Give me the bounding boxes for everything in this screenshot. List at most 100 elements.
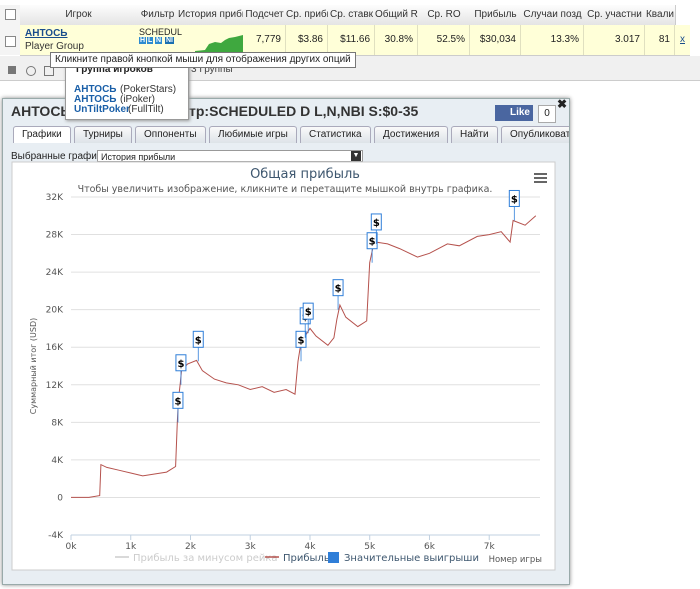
x-tick-label: 3k (245, 542, 257, 552)
filter-badge: NI (165, 37, 174, 44)
tab[interactable]: Статистика (300, 126, 371, 143)
sparkline (195, 35, 243, 52)
filter-text: SCHEDUL (139, 27, 183, 37)
flag-label: $ (195, 335, 202, 346)
checkbox[interactable] (5, 36, 16, 47)
chart-frame (11, 161, 556, 571)
filter-badge: N (155, 37, 163, 44)
menu-icon[interactable] (534, 173, 547, 183)
table-cell: 7,779 (243, 25, 286, 55)
y-tick-label: 16K (46, 343, 64, 353)
x-tick-label: 6k (424, 542, 436, 552)
close-icon[interactable]: ✖ (557, 98, 568, 111)
remove-link[interactable]: x (680, 34, 685, 45)
player-group: Player Group (25, 41, 84, 52)
menu-item-site: (FullTilt) (128, 104, 164, 115)
dialog-title: тр:SCHEDULED D L,N,NBI S:$0-35 (189, 103, 419, 119)
column-header: Общий ROI (375, 5, 419, 25)
table-cell: $3.86 (286, 25, 328, 55)
like-button[interactable]: Like (495, 105, 533, 121)
column-header: Подсчет (243, 5, 287, 25)
flag (332, 279, 344, 297)
flag-label: $ (511, 194, 518, 205)
column-header: Фильтр (137, 5, 179, 25)
flag (508, 189, 520, 207)
tab[interactable]: Любимые игры (209, 126, 297, 143)
legend-symbol (328, 552, 339, 563)
like-count: 0 (538, 105, 556, 123)
y-tick-label: 20K (46, 306, 64, 316)
column-header: Ср. ставк (328, 5, 376, 25)
column-header: Ср. прибы (286, 5, 329, 25)
flag (172, 391, 184, 409)
column-header: Квали (645, 5, 676, 25)
x-tick-label: 0k (66, 542, 78, 552)
y-tick-label: 28K (46, 231, 64, 241)
column-header: История прибы (178, 5, 244, 25)
flag (366, 232, 378, 250)
tab[interactable]: Достижения (374, 126, 449, 143)
legend-label[interactable]: Значительные выигрыши (344, 553, 479, 564)
player-name[interactable]: АНТОСЬ (25, 28, 68, 39)
y-tick-label: 0 (57, 493, 63, 503)
flag-label: $ (305, 307, 312, 318)
x-axis-label: Номер игры (489, 555, 542, 565)
legend-label[interactable]: Прибыль (283, 553, 330, 564)
y-tick-label: 24K (46, 268, 64, 278)
table-cell: 3.017 (584, 25, 645, 55)
x-tick-label: 4k (305, 542, 317, 552)
flag-label: $ (369, 237, 376, 248)
flag (302, 302, 314, 320)
x-tick-label: 1k (125, 542, 137, 552)
tab[interactable]: Опубликовать (501, 126, 569, 143)
flag (295, 330, 307, 348)
toolbar-icon[interactable] (26, 66, 36, 76)
column-header: Ср. RO (418, 5, 471, 25)
menu-item-name[interactable]: UnTiltPoker (74, 104, 130, 115)
tab[interactable]: Найти (451, 126, 498, 143)
checkbox[interactable] (5, 9, 16, 20)
y-tick-label: 8K (51, 418, 64, 428)
column-header: Ср. участни (584, 5, 646, 25)
toolbar-icon[interactable] (8, 66, 16, 74)
y-tick-label: 32K (46, 193, 64, 203)
menu-item-name[interactable]: АНТОСЬ (74, 94, 117, 105)
tab[interactable]: Графики (13, 126, 71, 143)
filter-badge: L (147, 37, 154, 44)
tab[interactable]: Турниры (74, 126, 132, 143)
y-tick-label: 4K (51, 456, 64, 466)
select-arrow[interactable]: ▼ (351, 151, 361, 161)
flag (192, 330, 204, 348)
y-tick-label: -4K (48, 531, 64, 541)
tab[interactable]: Оппоненты (135, 126, 206, 143)
menu-title: Группа игроков (76, 64, 153, 75)
table-cell: $11.66 (328, 25, 375, 55)
flag (370, 213, 382, 231)
x-tick-label: 5k (364, 542, 376, 552)
flag-label: $ (177, 359, 184, 370)
menu-item-site: (iPoker) (120, 94, 156, 105)
column-header: Игрок (20, 5, 138, 25)
table-cell: 81 (645, 25, 675, 55)
flag-label: $ (174, 396, 181, 407)
legend-label[interactable]: Прибыль за минусом рейка (133, 553, 278, 564)
x-tick-label: 2k (185, 542, 197, 552)
table-cell: 52.5% (418, 25, 470, 55)
tooltip: Кликните правой кнопкой мыши для отображ… (50, 52, 356, 68)
groups-label: 3 Группы (191, 64, 233, 75)
flag-label: $ (373, 218, 380, 229)
sparkline-area (195, 35, 243, 52)
menu-item-name[interactable]: АНТОСЬ (74, 84, 117, 95)
column-header: Случаи позд (521, 5, 585, 25)
profit-line (71, 215, 537, 498)
y-axis-label: Суммарный итог (USD) (29, 318, 38, 415)
toolbar-icon[interactable] (44, 66, 54, 76)
chart-subtitle: Чтобы увеличить изображение, кликните и … (78, 184, 493, 195)
chart-title: Общая прибыль (250, 167, 360, 182)
table-cell: 13.3% (521, 25, 584, 55)
dialog-title: АНТОСЬ (11, 103, 71, 119)
flag-label: $ (298, 335, 305, 346)
table-cell: $30,034 (470, 25, 521, 55)
context-menu: Группа игроков АНТОСЬ (PokerStars) АНТОСЬ(… (65, 62, 189, 120)
